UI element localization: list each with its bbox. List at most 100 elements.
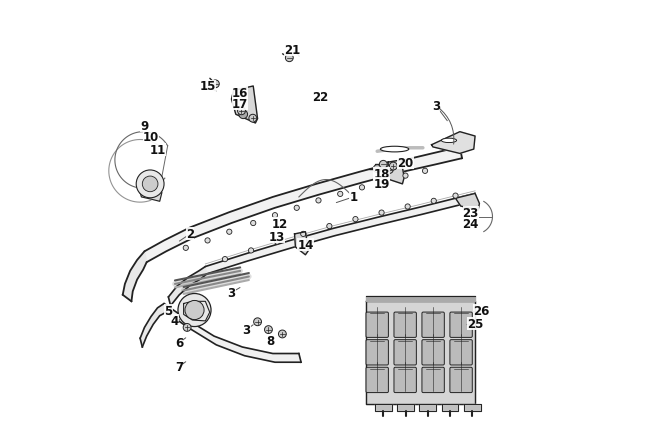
Circle shape	[278, 330, 286, 338]
Circle shape	[248, 248, 254, 253]
Text: 19: 19	[373, 178, 390, 191]
Circle shape	[453, 194, 458, 199]
Circle shape	[227, 230, 232, 235]
Polygon shape	[164, 304, 301, 362]
Circle shape	[403, 174, 408, 179]
Polygon shape	[231, 87, 257, 124]
Text: 17: 17	[232, 98, 248, 111]
Circle shape	[353, 217, 358, 222]
Circle shape	[142, 177, 158, 192]
Circle shape	[405, 204, 410, 210]
Polygon shape	[397, 404, 414, 411]
FancyBboxPatch shape	[366, 368, 389, 393]
Text: 1: 1	[349, 191, 358, 204]
Text: 21: 21	[284, 43, 300, 56]
Text: 15: 15	[200, 80, 216, 93]
FancyBboxPatch shape	[450, 312, 473, 338]
Text: 7: 7	[176, 360, 183, 373]
Ellipse shape	[441, 139, 456, 143]
Polygon shape	[123, 252, 147, 302]
Text: 5: 5	[164, 304, 172, 317]
FancyBboxPatch shape	[394, 340, 417, 365]
Text: 20: 20	[397, 156, 413, 169]
Text: 11: 11	[150, 143, 166, 156]
Polygon shape	[294, 232, 309, 255]
FancyBboxPatch shape	[394, 368, 417, 393]
Polygon shape	[168, 267, 207, 306]
FancyBboxPatch shape	[394, 312, 417, 338]
Text: 3: 3	[227, 286, 235, 299]
Circle shape	[251, 221, 256, 226]
Circle shape	[301, 232, 306, 237]
Text: 18: 18	[373, 167, 390, 180]
FancyBboxPatch shape	[422, 368, 445, 393]
Circle shape	[178, 294, 211, 327]
Ellipse shape	[380, 147, 409, 152]
Circle shape	[254, 318, 261, 326]
Circle shape	[327, 224, 332, 229]
Circle shape	[249, 115, 257, 123]
Circle shape	[381, 179, 386, 184]
Circle shape	[337, 192, 343, 197]
Text: 12: 12	[271, 217, 287, 230]
Polygon shape	[140, 182, 162, 202]
Text: 26: 26	[473, 304, 490, 317]
Circle shape	[379, 210, 384, 216]
Circle shape	[237, 108, 246, 115]
Polygon shape	[442, 404, 458, 411]
Circle shape	[136, 171, 164, 198]
Text: 14: 14	[297, 239, 313, 252]
Circle shape	[185, 301, 204, 320]
Polygon shape	[456, 194, 480, 210]
Text: 3: 3	[242, 323, 251, 336]
Circle shape	[385, 166, 393, 174]
Circle shape	[380, 161, 387, 169]
Text: 8: 8	[266, 334, 275, 347]
Polygon shape	[140, 304, 166, 347]
Circle shape	[222, 257, 227, 262]
Polygon shape	[388, 161, 404, 184]
FancyBboxPatch shape	[366, 312, 389, 338]
Circle shape	[265, 326, 272, 334]
Polygon shape	[367, 296, 475, 302]
Text: 10: 10	[143, 130, 159, 143]
Text: 9: 9	[140, 119, 149, 132]
Text: 25: 25	[467, 317, 483, 330]
Polygon shape	[183, 302, 210, 321]
Circle shape	[183, 324, 191, 332]
FancyBboxPatch shape	[422, 312, 445, 338]
Polygon shape	[432, 132, 475, 154]
Polygon shape	[144, 148, 462, 263]
Circle shape	[316, 198, 321, 204]
Polygon shape	[464, 404, 481, 411]
Circle shape	[359, 185, 365, 191]
Circle shape	[294, 206, 300, 211]
Circle shape	[431, 199, 436, 204]
Text: 6: 6	[175, 336, 183, 349]
Circle shape	[422, 169, 428, 174]
Polygon shape	[205, 194, 476, 274]
Text: 3: 3	[432, 100, 440, 113]
Text: 22: 22	[313, 91, 329, 104]
Circle shape	[373, 165, 381, 173]
FancyBboxPatch shape	[422, 340, 445, 365]
Circle shape	[389, 163, 397, 171]
Circle shape	[274, 240, 280, 245]
Circle shape	[205, 238, 210, 243]
Text: 16: 16	[232, 87, 248, 100]
Circle shape	[183, 246, 188, 251]
FancyBboxPatch shape	[450, 340, 473, 365]
Text: 24: 24	[463, 217, 479, 230]
Circle shape	[211, 81, 219, 89]
Text: 4: 4	[171, 315, 179, 328]
FancyBboxPatch shape	[366, 340, 389, 365]
FancyBboxPatch shape	[450, 368, 473, 393]
Text: 23: 23	[463, 206, 479, 219]
Polygon shape	[375, 404, 392, 411]
Circle shape	[285, 55, 293, 62]
Polygon shape	[419, 404, 436, 411]
Text: 13: 13	[269, 230, 285, 243]
Circle shape	[239, 111, 248, 119]
Text: 2: 2	[186, 228, 194, 241]
Polygon shape	[367, 302, 475, 404]
